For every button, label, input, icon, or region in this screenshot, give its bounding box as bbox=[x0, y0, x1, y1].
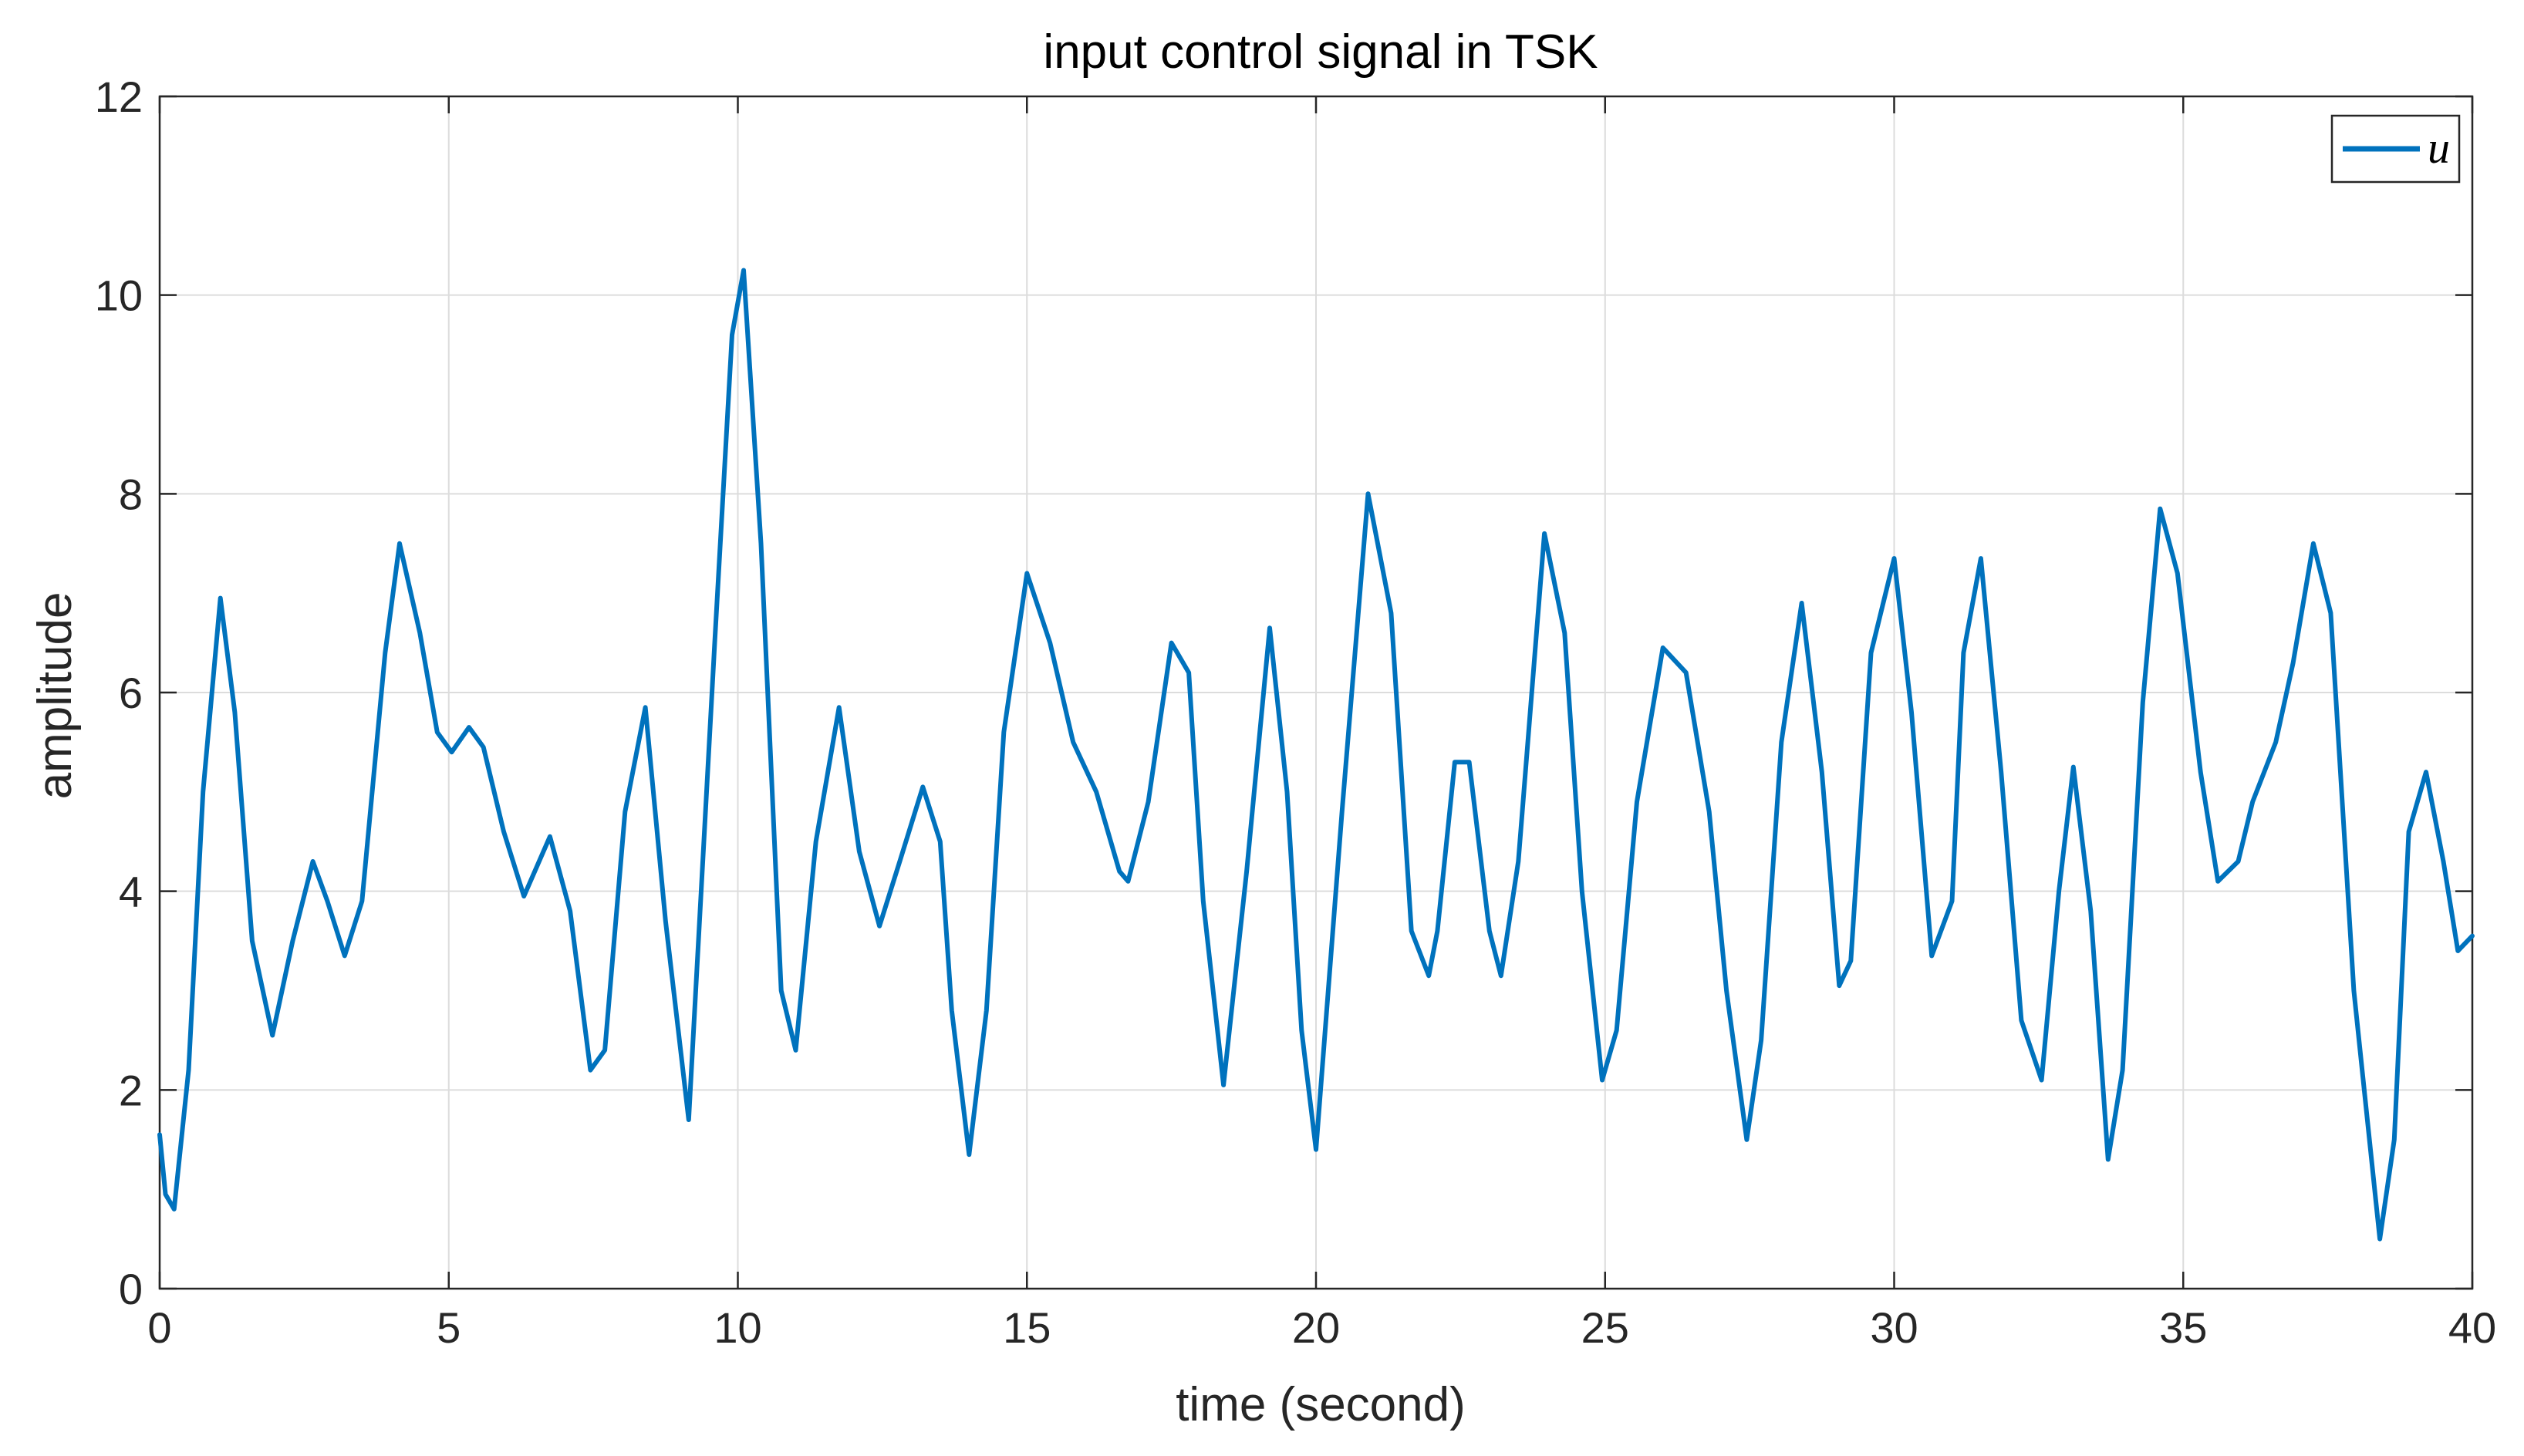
x-tick-label: 15 bbox=[1003, 1303, 1051, 1352]
y-axis-title: amplitude bbox=[29, 592, 82, 800]
y-tick-label: 10 bbox=[95, 271, 143, 320]
y-tick-label: 8 bbox=[119, 470, 143, 518]
x-tick-label: 0 bbox=[147, 1303, 171, 1352]
y-tick-label: 0 bbox=[119, 1265, 143, 1313]
x-axis-title: time (second) bbox=[1176, 1378, 1466, 1431]
y-tick-label: 4 bbox=[119, 868, 143, 916]
y-tick-label: 6 bbox=[119, 669, 143, 717]
x-tick-label: 30 bbox=[1870, 1303, 1918, 1352]
grid-lines bbox=[160, 96, 2472, 1289]
y-tick-label: 2 bbox=[119, 1066, 143, 1114]
x-tick-label: 10 bbox=[714, 1303, 761, 1352]
tick-labels: 0 5 10 15 20 25 30 35 40 0 2 4 6 8 10 12 bbox=[95, 72, 2496, 1352]
x-tick-label: 5 bbox=[437, 1303, 461, 1352]
x-tick-label: 25 bbox=[1581, 1303, 1629, 1352]
y-tick-label: 12 bbox=[95, 72, 143, 121]
series-line-u bbox=[157, 268, 2475, 1242]
x-tick-label: 40 bbox=[2448, 1303, 2496, 1352]
legend-label-u: u bbox=[2428, 123, 2450, 173]
legend: u bbox=[2330, 114, 2461, 184]
chart-title: input control signal in TSK bbox=[1043, 25, 1598, 79]
x-tick-label: 20 bbox=[1292, 1303, 1340, 1352]
x-tick-label: 35 bbox=[2159, 1303, 2207, 1352]
axes bbox=[158, 95, 2474, 1290]
series-layer bbox=[157, 268, 2475, 1242]
